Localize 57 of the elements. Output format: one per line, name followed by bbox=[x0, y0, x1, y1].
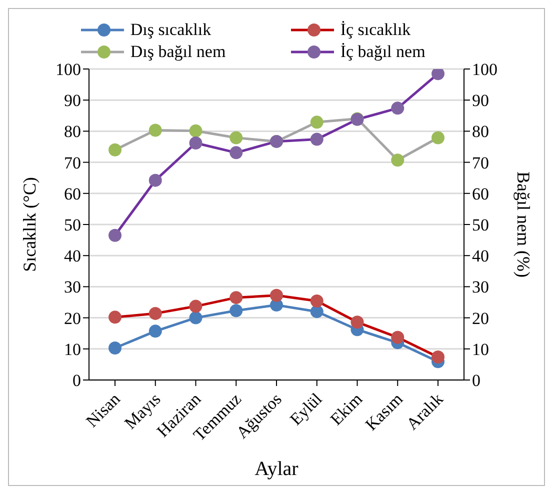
x-axis-title: Aylar bbox=[254, 458, 299, 480]
y-tick-label: 90 bbox=[64, 91, 81, 110]
y2-tick-label: 20 bbox=[472, 308, 489, 328]
point bbox=[108, 143, 122, 156]
y-tick-label: 20 bbox=[64, 308, 81, 328]
point bbox=[432, 131, 444, 144]
legend-label: İç sıcaklık bbox=[340, 20, 412, 40]
y2-tick-label: 30 bbox=[472, 278, 489, 297]
point bbox=[230, 146, 243, 160]
point bbox=[148, 324, 162, 338]
y2-axis-title: Bağıl nem (%) bbox=[514, 172, 534, 278]
y2-tick-label: 10 bbox=[472, 340, 489, 359]
y-tick-label: 60 bbox=[64, 184, 81, 204]
point bbox=[148, 124, 162, 137]
y2-tick-label: 50 bbox=[472, 216, 489, 235]
point bbox=[148, 174, 162, 187]
point bbox=[310, 116, 324, 129]
point bbox=[391, 330, 404, 344]
point bbox=[310, 305, 324, 318]
point bbox=[108, 310, 122, 324]
point bbox=[230, 291, 243, 304]
point bbox=[391, 154, 404, 167]
point bbox=[108, 341, 122, 354]
point bbox=[270, 288, 283, 302]
y-axis-title: Sıcaklık (°C) bbox=[19, 177, 40, 272]
point bbox=[350, 316, 364, 329]
point bbox=[148, 306, 162, 320]
point bbox=[189, 136, 202, 150]
legend-label: Dış sıcaklık bbox=[130, 20, 212, 40]
point bbox=[432, 69, 444, 80]
point bbox=[391, 102, 404, 115]
y-tick-label: 40 bbox=[64, 246, 81, 266]
point bbox=[189, 300, 202, 313]
y-tick-label: 0 bbox=[72, 371, 81, 390]
point bbox=[230, 304, 243, 318]
y2-tick-label: 0 bbox=[472, 371, 480, 390]
point bbox=[189, 311, 202, 324]
y-tick-label: 80 bbox=[64, 122, 81, 142]
y2-tick-label: 60 bbox=[472, 184, 489, 204]
legend-label: Dış bağıl nem bbox=[130, 42, 227, 62]
point bbox=[432, 350, 444, 364]
point bbox=[310, 132, 324, 146]
y-tick-label: 70 bbox=[64, 153, 81, 172]
y-tick-label: 100 bbox=[56, 60, 81, 80]
point bbox=[230, 131, 243, 144]
y2-tick-label: 100 bbox=[472, 60, 498, 80]
point bbox=[108, 228, 122, 242]
y2-tick-label: 90 bbox=[472, 91, 489, 110]
y2-tick-label: 80 bbox=[472, 122, 489, 142]
point bbox=[310, 294, 324, 308]
legend-label: İç bağıl nem bbox=[340, 42, 426, 62]
y-tick-label: 50 bbox=[64, 216, 81, 235]
y-tick-label: 10 bbox=[64, 340, 81, 359]
point bbox=[189, 124, 202, 138]
y-tick-label: 30 bbox=[64, 278, 81, 297]
y2-tick-label: 70 bbox=[472, 153, 489, 172]
y2-tick-label: 40 bbox=[472, 246, 489, 266]
